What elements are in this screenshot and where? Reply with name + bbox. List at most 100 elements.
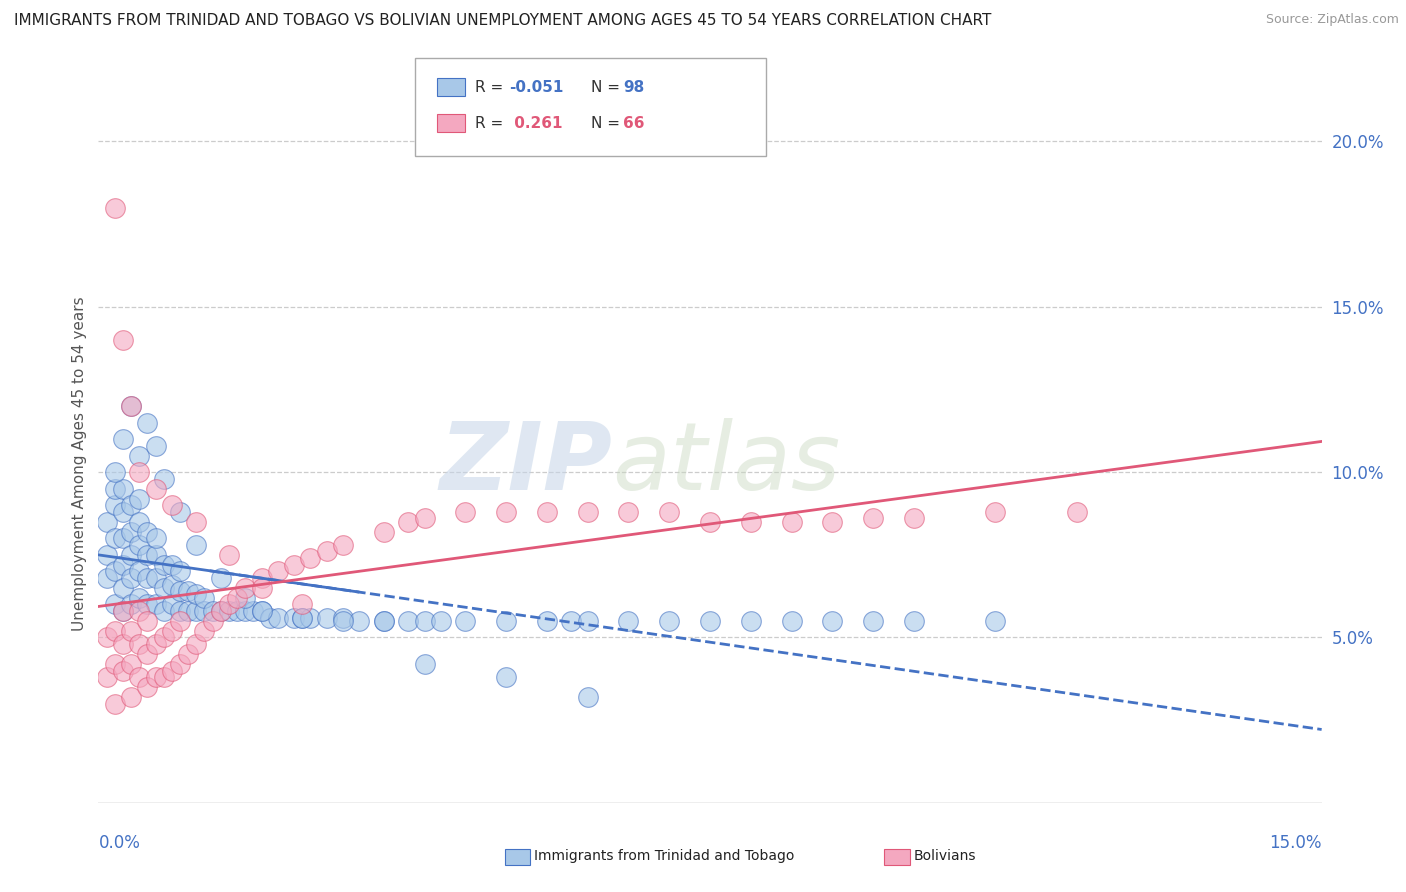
- Point: [903, 614, 925, 628]
- Point: [104, 531, 127, 545]
- Point: [218, 604, 240, 618]
- Point: [658, 614, 681, 628]
- Point: [152, 604, 174, 618]
- Point: [332, 538, 354, 552]
- Point: [152, 581, 174, 595]
- Point: [111, 333, 134, 347]
- Point: [658, 505, 681, 519]
- Point: [226, 604, 249, 618]
- Point: [136, 614, 159, 628]
- Text: 98: 98: [623, 80, 644, 95]
- Point: [267, 564, 290, 578]
- Point: [250, 604, 273, 618]
- Point: [152, 670, 174, 684]
- Point: [250, 604, 273, 618]
- Point: [111, 505, 134, 519]
- Point: [160, 624, 183, 638]
- Point: [177, 604, 200, 618]
- Point: [160, 664, 183, 678]
- Point: [128, 591, 150, 605]
- Text: -0.051: -0.051: [509, 80, 564, 95]
- Point: [120, 657, 142, 671]
- Point: [136, 571, 159, 585]
- Point: [576, 690, 599, 704]
- Point: [454, 505, 477, 519]
- Point: [145, 439, 167, 453]
- Text: ZIP: ZIP: [439, 417, 612, 510]
- Point: [233, 604, 256, 618]
- Point: [160, 558, 183, 572]
- Point: [169, 505, 191, 519]
- Point: [617, 614, 640, 628]
- Point: [495, 505, 517, 519]
- Point: [128, 449, 150, 463]
- Point: [283, 558, 305, 572]
- Point: [128, 515, 150, 529]
- Point: [193, 604, 215, 618]
- Point: [373, 524, 395, 539]
- Point: [128, 538, 150, 552]
- Point: [413, 511, 436, 525]
- Point: [396, 614, 419, 628]
- Point: [120, 598, 142, 612]
- Point: [259, 610, 281, 624]
- Text: 0.261: 0.261: [509, 116, 562, 130]
- Y-axis label: Unemployment Among Ages 45 to 54 years: Unemployment Among Ages 45 to 54 years: [72, 296, 87, 632]
- Point: [186, 604, 208, 618]
- Point: [152, 558, 174, 572]
- Point: [145, 598, 167, 612]
- Point: [128, 670, 150, 684]
- Point: [495, 614, 517, 628]
- Point: [186, 515, 208, 529]
- Point: [267, 610, 290, 624]
- Text: R =: R =: [475, 116, 509, 130]
- Text: Immigrants from Trinidad and Tobago: Immigrants from Trinidad and Tobago: [534, 849, 794, 863]
- Point: [152, 472, 174, 486]
- Point: [413, 614, 436, 628]
- Point: [984, 505, 1007, 519]
- Point: [821, 614, 844, 628]
- Point: [104, 498, 127, 512]
- Point: [104, 201, 127, 215]
- Point: [177, 584, 200, 599]
- Point: [136, 647, 159, 661]
- Point: [120, 690, 142, 704]
- Point: [373, 614, 395, 628]
- Point: [560, 614, 582, 628]
- Point: [152, 631, 174, 645]
- Point: [617, 505, 640, 519]
- Point: [120, 548, 142, 562]
- Point: [104, 598, 127, 612]
- Text: Source: ZipAtlas.com: Source: ZipAtlas.com: [1265, 13, 1399, 27]
- Text: atlas: atlas: [612, 418, 841, 509]
- Point: [169, 657, 191, 671]
- Point: [160, 498, 183, 512]
- Point: [96, 548, 118, 562]
- Text: R =: R =: [475, 80, 509, 95]
- Point: [96, 670, 118, 684]
- Point: [536, 614, 558, 628]
- Point: [903, 511, 925, 525]
- Point: [291, 610, 314, 624]
- Point: [111, 558, 134, 572]
- Point: [218, 598, 240, 612]
- Point: [160, 577, 183, 591]
- Point: [111, 604, 134, 618]
- Point: [193, 624, 215, 638]
- Point: [186, 637, 208, 651]
- Point: [104, 697, 127, 711]
- Point: [120, 399, 142, 413]
- Point: [536, 505, 558, 519]
- Point: [145, 637, 167, 651]
- Point: [111, 482, 134, 496]
- Point: [454, 614, 477, 628]
- Point: [104, 624, 127, 638]
- Point: [111, 432, 134, 446]
- Point: [233, 581, 256, 595]
- Point: [104, 564, 127, 578]
- Point: [984, 614, 1007, 628]
- Point: [315, 610, 337, 624]
- Point: [111, 581, 134, 595]
- Point: [111, 604, 134, 618]
- Text: 66: 66: [623, 116, 644, 130]
